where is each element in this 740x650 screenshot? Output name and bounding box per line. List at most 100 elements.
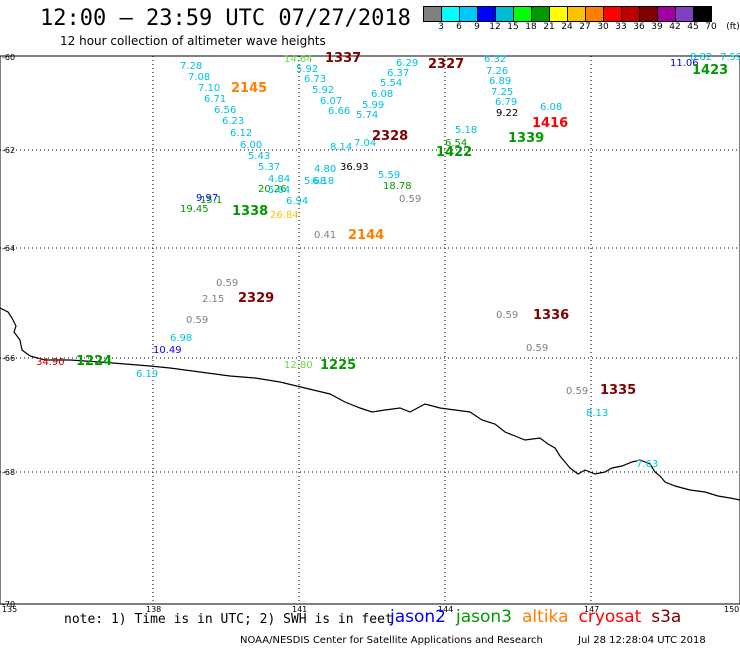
map-title: 12:00 – 23:59 UTC 07/27/2018 — [40, 6, 411, 31]
swh-values-layer: 14.64 6.29 6.32 7.28 5.92 6.37 7.26 7.08 6.73 5.5… — [36, 52, 740, 470]
latitude-label: -60 — [2, 53, 15, 62]
swh-value: 0.59 — [399, 194, 421, 205]
swh-value: 6.08 — [540, 102, 562, 113]
satellite-name: jason2 — [390, 607, 446, 627]
swh-value: 6.56 — [214, 105, 236, 116]
legend-label: 27 — [579, 22, 591, 32]
swh-value: 9.22 — [496, 108, 518, 119]
satellite-name: cryosat — [578, 607, 642, 627]
legend-label: 42 — [669, 22, 681, 32]
track-time-label: 1225 — [320, 358, 356, 373]
track-time-label: 1338 — [232, 204, 268, 219]
track-time-label: 2329 — [238, 291, 274, 306]
swh-value: 0.59 — [496, 310, 518, 321]
satellite-name: s3a — [651, 607, 682, 627]
track-time-label: 1423 — [692, 63, 728, 78]
legend-swatch — [514, 7, 532, 21]
swh-value: 0.41 — [314, 230, 336, 241]
swh-value: 6.98 — [170, 333, 192, 344]
track-time-label: 1337 — [325, 51, 361, 66]
latitude-label: -70 — [2, 600, 15, 609]
map-frame — [0, 55, 740, 605]
legend-swatch — [460, 7, 478, 21]
swh-value: 6.18 — [312, 176, 334, 187]
track-time-label: 2144 — [348, 228, 384, 243]
swh-value: 6.00 — [240, 140, 262, 151]
legend-label: 21 — [543, 22, 555, 32]
legend-label: 18 — [525, 22, 537, 32]
swh-value: 0.59 — [186, 315, 208, 326]
swh-value: 4.80 — [314, 164, 336, 175]
longitude-label: 147 — [584, 605, 599, 614]
legend-swatch — [694, 7, 711, 21]
swh-value: 20.26 — [258, 184, 287, 195]
swh-value: 9.97 — [196, 193, 218, 204]
swh-value: 7.63 — [636, 459, 658, 470]
satellite-legend: jason2 jason3 altika cryosat s3a — [390, 607, 691, 627]
track-time-label: 1336 — [533, 308, 569, 323]
longitude-label: 150 — [724, 605, 739, 614]
swh-value: 6.23 — [222, 116, 244, 127]
legend-label: 9 — [474, 22, 480, 32]
graticule — [0, 56, 740, 604]
satellite-name: jason3 — [456, 607, 512, 627]
legend-swatch — [478, 7, 496, 21]
swh-value: 6.19 — [136, 369, 158, 380]
legend-swatch — [532, 7, 550, 21]
swh-value: 0.59 — [526, 343, 548, 354]
swh-value: 6.54 — [445, 138, 467, 149]
latitude-label: -62 — [2, 146, 15, 155]
axis-labels: 135 138 141 144 147 150 -60 -62 -64 -66 -68 -70 — [2, 53, 739, 614]
swh-value: 6.08 — [371, 89, 393, 100]
swh-value: 6.73 — [304, 74, 326, 85]
longitude-label: 138 — [146, 605, 161, 614]
swh-value: 5.18 — [455, 125, 477, 136]
track-time-label: 2328 — [372, 129, 408, 144]
legend-label: 39 — [651, 22, 663, 32]
swh-value: 6.07 — [320, 96, 342, 107]
swh-value: 34.90 — [36, 357, 65, 368]
track-time-label: 1224 — [76, 354, 112, 369]
swh-value: 15.1 — [200, 195, 222, 206]
legend-swatch — [604, 7, 622, 21]
legend-label: 33 — [615, 22, 627, 32]
legend-swatch — [586, 7, 604, 21]
swh-value: 7.26 — [486, 66, 508, 77]
legend-swatch — [442, 7, 460, 21]
swh-value: 5.74 — [356, 110, 378, 121]
footer-credit: NOAA/NESDIS Center for Satellite Applica… — [240, 635, 543, 646]
swh-value: 5.92 — [312, 85, 334, 96]
legend-swatch — [424, 7, 442, 21]
swh-value: 11.06 — [670, 58, 699, 69]
swh-value: 19.45 — [180, 204, 209, 215]
swh-value: 5.92 — [296, 64, 318, 75]
track-time-label: 1335 — [600, 383, 636, 398]
color-legend — [423, 6, 712, 22]
swh-value: 18.78 — [383, 181, 412, 192]
latitude-label: -64 — [2, 244, 15, 253]
legend-label: 45 — [687, 22, 699, 32]
latitude-label: -68 — [2, 468, 15, 477]
swh-value: 0.59 — [216, 278, 238, 289]
swh-value: 14.64 — [284, 54, 313, 65]
swh-value: 5.99 — [362, 100, 384, 111]
swh-value: 5.68 — [304, 176, 326, 187]
longitude-label: 141 — [292, 605, 307, 614]
legend-swatch — [568, 7, 586, 21]
swh-value: 5.37 — [258, 162, 280, 173]
swh-value: 7.10 — [198, 83, 220, 94]
swh-value: 6.66 — [328, 106, 350, 117]
legend-swatch — [676, 7, 694, 21]
legend-label: (ft) — [726, 22, 740, 32]
legend-swatch — [622, 7, 640, 21]
legend-label: 6 — [456, 22, 462, 32]
coastline — [0, 307, 740, 501]
swh-value: 10.49 — [153, 345, 182, 356]
swh-value: 8.82 — [690, 52, 712, 63]
legend-swatch — [658, 7, 676, 21]
swh-value: 7.25 — [491, 87, 513, 98]
legend-label: 24 — [561, 22, 573, 32]
track-time-label: 1339 — [508, 131, 544, 146]
